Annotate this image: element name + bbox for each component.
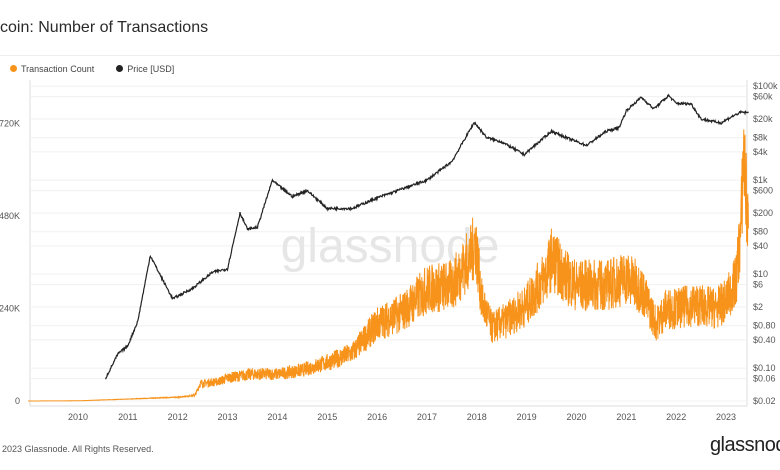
x-tick-label: 2015 <box>317 412 337 422</box>
x-tick-label: 2018 <box>467 412 487 422</box>
right-tick-label: $0.80 <box>753 321 776 331</box>
divider <box>0 55 780 56</box>
transaction-count-line <box>28 129 749 402</box>
right-tick-label: $1k <box>753 175 768 185</box>
right-tick-label: $2 <box>753 302 763 312</box>
x-tick-label: 2012 <box>168 412 188 422</box>
price-line <box>104 93 749 380</box>
x-tick-label: 2017 <box>417 412 437 422</box>
legend-dot-icon <box>116 65 124 72</box>
right-tick-label: $60k <box>753 92 773 102</box>
right-tick-label: $0.02 <box>753 396 776 406</box>
left-tick-label: 0 <box>15 396 20 406</box>
right-tick-label: $200 <box>753 208 773 218</box>
left-tick-label: 480K <box>0 211 20 221</box>
x-tick-label: 2013 <box>218 412 238 422</box>
chart-title: itcoin: Number of Transactions <box>0 19 209 36</box>
legend-dot-icon <box>10 65 17 72</box>
left-tick-label: 240K <box>0 304 20 314</box>
x-tick-label: 2016 <box>367 412 387 422</box>
right-tick-label: $8k <box>753 133 768 143</box>
right-tick-label: $600 <box>753 186 773 196</box>
legend-label: Price [USD] <box>127 64 175 74</box>
legend-label: Transaction Count <box>21 64 95 74</box>
legend-item-price[interactable]: Price [USD] <box>116 64 174 74</box>
x-tick-label: 2020 <box>566 412 586 422</box>
right-tick-label: $80 <box>753 227 768 237</box>
right-tick-label: $10 <box>753 269 768 279</box>
right-tick-label: $4k <box>753 147 768 157</box>
right-tick-label: $20k <box>753 114 773 124</box>
legend-item-transaction-count[interactable]: Transaction Count <box>10 64 94 74</box>
right-tick-label: $0.10 <box>753 363 776 373</box>
glassnode-logo: glassnod <box>709 434 780 456</box>
x-tick-label: 2023 <box>716 412 736 422</box>
x-tick-label: 2019 <box>517 412 537 422</box>
right-tick-label: $6 <box>753 280 763 290</box>
x-tick-label: 2021 <box>616 412 636 422</box>
x-tick-label: 2022 <box>666 412 686 422</box>
x-tick-label: 2010 <box>68 412 88 422</box>
right-tick-label: $100k <box>753 81 778 91</box>
x-tick-label: 2011 <box>118 412 137 422</box>
legend: Transaction Count Price [USD] <box>10 64 174 74</box>
copyright: 2023 Glassnode. All Rights Reserved. <box>2 444 154 454</box>
x-tick-label: 2014 <box>267 412 287 422</box>
right-tick-label: $0.40 <box>753 335 776 345</box>
left-tick-label: 720K <box>0 119 20 129</box>
right-tick-label: $40 <box>753 241 768 251</box>
right-tick-label: $0.06 <box>753 374 776 384</box>
